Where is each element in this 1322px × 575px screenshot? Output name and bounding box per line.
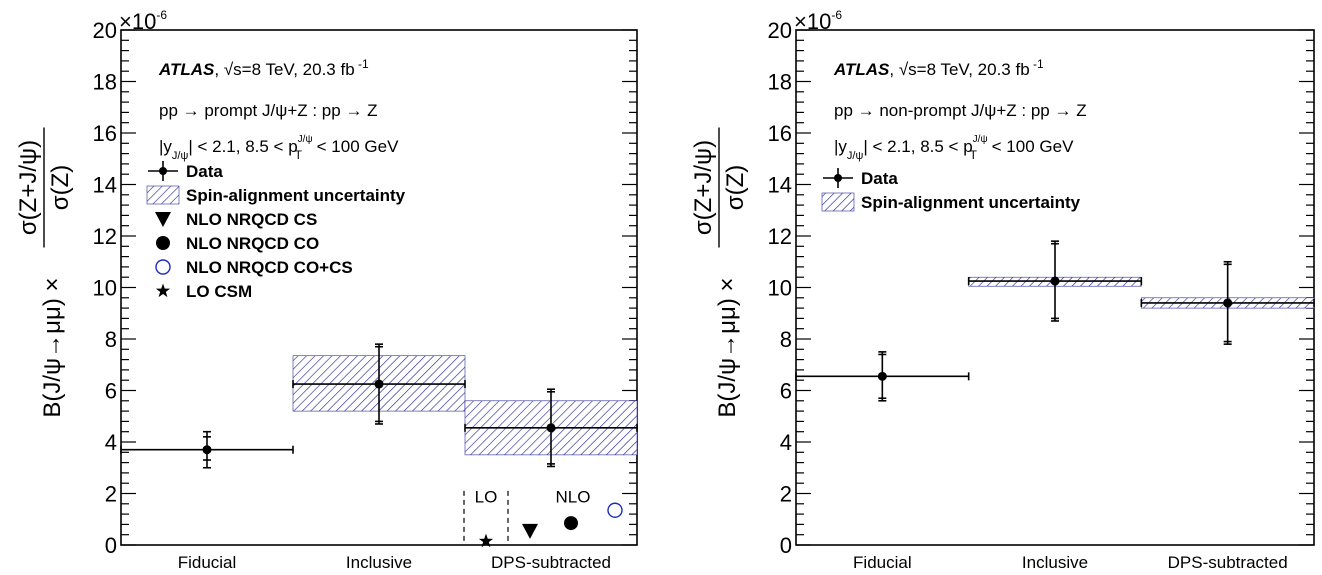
- cuts-subscript: T: [970, 148, 978, 162]
- y-multiplier-exponent: -6: [156, 8, 167, 22]
- y-axis-title: B(J/ψ→μμ) × σ(Z+J/ψ) σ(Z): [690, 127, 749, 418]
- y-tick-label: 8: [780, 327, 792, 352]
- y-axis-title-prefix: B(J/ψ→μμ) ×: [39, 278, 66, 418]
- x-category-label: Fiducial: [178, 553, 237, 572]
- atlas-header: ATLAS, √s=8 TeV, 20.3 fb -1: [833, 57, 1044, 79]
- data-point: [1050, 276, 1060, 286]
- legend-circle-filled-marker: [156, 236, 170, 250]
- process-label: pp → prompt J/ψ+Z : pp → Z: [159, 101, 378, 120]
- theory-lo-label: LO: [475, 488, 498, 507]
- data-point: [546, 423, 556, 433]
- x-category-label: DPS-subtracted: [1168, 553, 1288, 572]
- y-tick-label: 14: [93, 173, 117, 198]
- y-tick-label: 4: [780, 430, 792, 455]
- y-tick-label: 6: [780, 379, 792, 404]
- x-category-label: Fiducial: [853, 553, 912, 572]
- legend-label: NLO NRQCD CO+CS: [186, 258, 353, 277]
- cuts-superscript: J/ψ: [298, 134, 313, 145]
- data-point: [1223, 298, 1233, 308]
- y-axis-title-numerator: σ(Z+J/ψ): [690, 140, 717, 235]
- y-tick-label: 2: [780, 482, 792, 507]
- cuts-subscript: J/ψ: [847, 150, 864, 162]
- y-tick-label: 10: [768, 276, 792, 301]
- legend-label: LO CSM: [186, 282, 252, 301]
- legend-label: Data: [861, 169, 898, 188]
- legend-label: Spin-alignment uncertainty: [861, 193, 1081, 212]
- y-tick-label: 2: [105, 482, 117, 507]
- data-point: [877, 371, 887, 381]
- theory-marker: [478, 533, 494, 548]
- y-axis-title-numerator: σ(Z+J/ψ): [15, 140, 42, 235]
- cuts-part: | < 2.1, 8.5 < p: [188, 137, 297, 156]
- cuts-part: < 100 GeV: [312, 137, 399, 156]
- y-tick-label: 16: [768, 121, 792, 146]
- energy-label: , √s=8 TeV, 20.3 fb: [889, 60, 1029, 79]
- theory-marker: [564, 516, 578, 531]
- legend-data-marker: [834, 174, 842, 182]
- cuts-part: < 100 GeV: [987, 137, 1074, 156]
- y-tick-label: 18: [768, 70, 792, 95]
- y-tick-label: 8: [105, 327, 117, 352]
- legend-band-swatch: [146, 185, 180, 205]
- kinematic-cuts: |yJ/ψ| < 2.1, 8.5 < pJ/ψ T < 100 GeV: [834, 134, 1074, 162]
- y-tick-label: 4: [105, 430, 117, 455]
- legend-label: NLO NRQCD CS: [186, 210, 317, 229]
- cuts-part: |y: [834, 137, 847, 156]
- y-tick-label: 12: [768, 224, 792, 249]
- data-point: [202, 445, 212, 455]
- y-tick-label: 20: [768, 18, 792, 43]
- y-tick-label: 20: [93, 18, 117, 43]
- legend-label: Spin-alignment uncertainty: [186, 186, 406, 205]
- y-axis-title: B(J/ψ→μμ) × σ(Z+J/ψ) σ(Z): [15, 127, 74, 418]
- legend-data-marker: [159, 167, 167, 175]
- y-axis-title-denominator: σ(Z): [47, 165, 74, 210]
- x-category-label: DPS-subtracted: [491, 553, 611, 572]
- legend-triangle-down-marker: [155, 212, 171, 227]
- cuts-part: | < 2.1, 8.5 < p: [863, 137, 972, 156]
- process-label: pp → non-prompt J/ψ+Z : pp → Z: [834, 101, 1087, 120]
- y-tick-label: 0: [780, 533, 792, 558]
- atlas-header: ATLAS, √s=8 TeV, 20.3 fb -1: [158, 57, 369, 79]
- y-tick-label: 14: [768, 173, 792, 198]
- y-multiplier-exponent: -6: [831, 8, 842, 22]
- y-tick-label: 18: [93, 70, 117, 95]
- lumi-exponent: -1: [1030, 57, 1044, 71]
- y-axis-title-denominator: σ(Z): [722, 165, 749, 210]
- theory-marker: [522, 523, 538, 539]
- legend-label: Data: [186, 162, 223, 181]
- y-tick-label: 6: [105, 379, 117, 404]
- legend-band-swatch: [821, 192, 855, 212]
- data-point: [374, 379, 384, 389]
- y-axis-title-prefix: B(J/ψ→μμ) ×: [714, 278, 741, 418]
- cuts-part: |y: [159, 137, 172, 156]
- energy-label: , √s=8 TeV, 20.3 fb: [214, 60, 354, 79]
- theory-nlo-label: NLO: [556, 488, 591, 507]
- cuts-superscript: J/ψ: [973, 134, 988, 145]
- cuts-subscript: T: [295, 148, 303, 162]
- y-tick-label: 12: [93, 224, 117, 249]
- atlas-label: ATLAS: [833, 60, 890, 79]
- kinematic-cuts: |yJ/ψ| < 2.1, 8.5 < pJ/ψ T < 100 GeV: [159, 134, 399, 162]
- y-tick-label: 0: [105, 533, 117, 558]
- atlas-label: ATLAS: [158, 60, 215, 79]
- legend-label: NLO NRQCD CO: [186, 234, 319, 253]
- cuts-subscript: J/ψ: [172, 150, 189, 162]
- legend-star-marker: [155, 283, 171, 298]
- y-tick-label: 16: [93, 121, 117, 146]
- lumi-exponent: -1: [355, 57, 369, 71]
- x-category-label: Inclusive: [1022, 553, 1088, 572]
- y-tick-label: 10: [93, 276, 117, 301]
- legend-circle-open-marker: [155, 259, 171, 275]
- theory-marker: [607, 502, 623, 518]
- x-category-label: Inclusive: [346, 553, 412, 572]
